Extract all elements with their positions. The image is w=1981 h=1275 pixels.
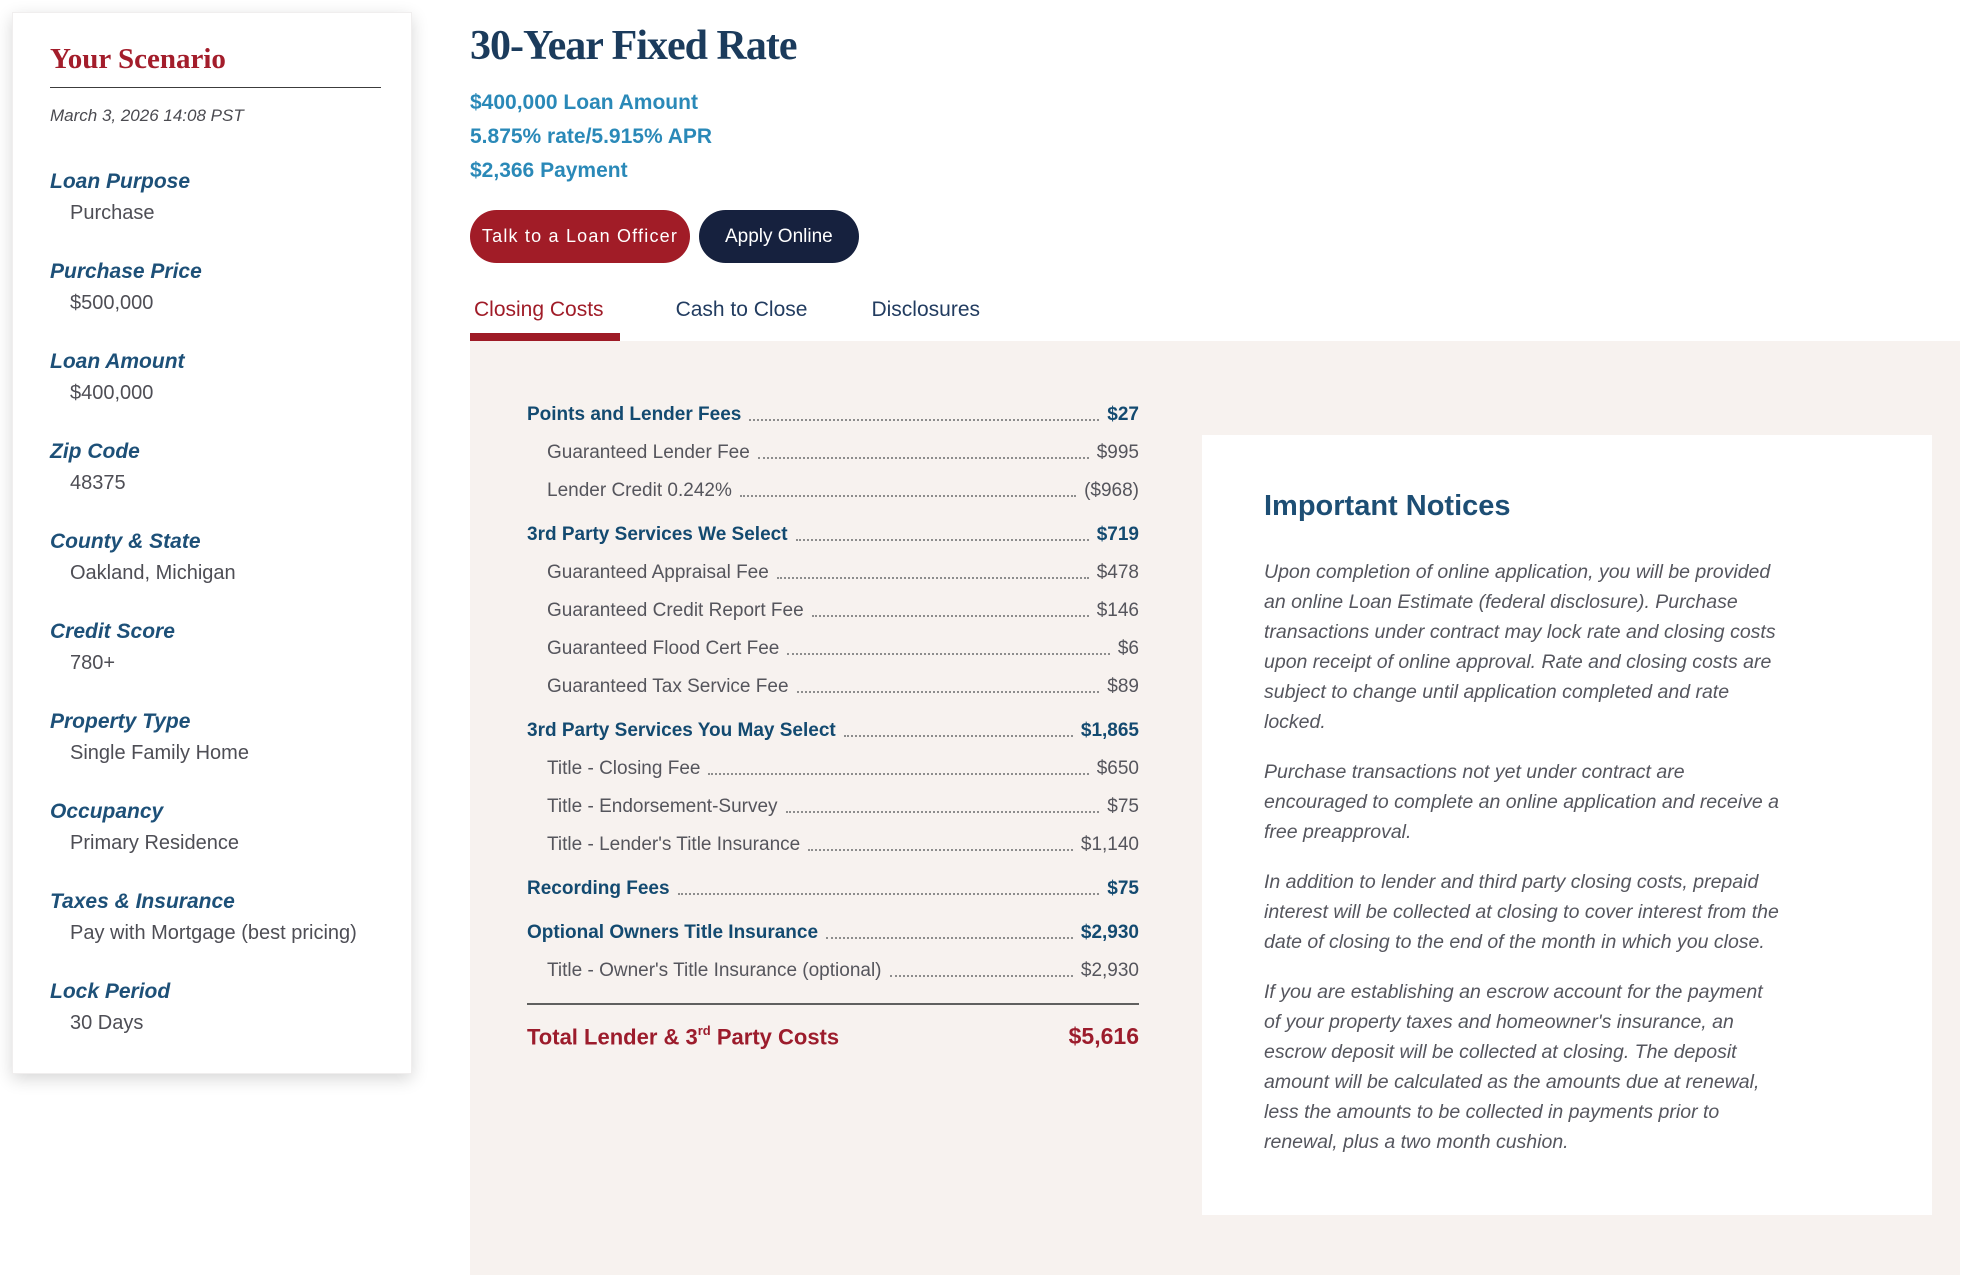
scenario-item-property-type: Property Type Single Family Home <box>50 706 381 769</box>
scenario-items: Loan Purpose Purchase Purchase Price $50… <box>50 166 381 1039</box>
scenario-item-value: 48375 <box>70 472 126 494</box>
tab-cash-to-close[interactable]: Cash to Close <box>675 298 808 321</box>
action-buttons: Talk to a Loan Officer Apply Online <box>470 210 1962 263</box>
notice-paragraph: In addition to lender and third party cl… <box>1264 871 1779 953</box>
cost-item-row: Guaranteed Flood Cert Fee $6 <box>547 638 1139 659</box>
rate-detail-main: 30-Year Fixed Rate $400,000 Loan Amount … <box>470 20 1962 1275</box>
scenario-item-label: Zip Code <box>50 440 140 463</box>
scenario-item-label: Property Type <box>50 710 191 733</box>
scenario-item-label: Lock Period <box>50 980 171 1003</box>
dotted-leader <box>739 495 1077 497</box>
scenario-item-purchase-price: Purchase Price $500,000 <box>50 256 381 319</box>
scenario-item-label: Loan Amount <box>50 350 185 373</box>
scenario-item-value: Primary Residence <box>70 832 239 854</box>
scenario-panel: Your Scenario March 3, 2026 14:08 PST Lo… <box>12 12 412 1074</box>
cost-item-row: Title - Owner's Title Insurance (optiona… <box>547 960 1139 981</box>
dotted-leader <box>757 457 1089 459</box>
scenario-item-label: County & State <box>50 530 201 553</box>
scenario-item-occupancy: Occupancy Primary Residence <box>50 796 381 859</box>
dotted-leader <box>795 539 1089 541</box>
scenario-item-label: Occupancy <box>50 800 164 823</box>
rate-apr-line: 5.875% rate/5.915% APR <box>470 125 713 148</box>
dotted-leader <box>808 849 1073 851</box>
detail-tabs: Closing Costs Cash to Close Disclosures <box>470 295 1962 341</box>
total-row: Total Lender & 3rd Party Costs $5,616 <box>527 1023 1139 1050</box>
scenario-item-value: Pay with Mortgage (best pricing) <box>70 922 357 944</box>
notice-paragraph: Upon completion of online application, y… <box>1264 561 1776 733</box>
scenario-item-loan-purpose: Loan Purpose Purchase <box>50 166 381 229</box>
scenario-title: Your Scenario <box>50 43 226 75</box>
scenario-item-label: Taxes & Insurance <box>50 890 235 913</box>
scenario-item-loan-amount: Loan Amount $400,000 <box>50 346 381 409</box>
scenario-item-credit-score: Credit Score 780+ <box>50 616 381 679</box>
cost-section-row: Optional Owners Title Insurance $2,930 <box>527 922 1139 943</box>
dotted-leader <box>787 653 1110 655</box>
quote-timestamp: March 3, 2026 14:08 PST <box>50 106 244 125</box>
dotted-leader <box>708 773 1089 775</box>
total-value: $5,616 <box>1068 1023 1139 1049</box>
scenario-item-lock-period: Lock Period 30 Days <box>50 976 381 1039</box>
closing-costs-table: Points and Lender Fees $27 Guaranteed Le… <box>527 403 1139 1050</box>
scenario-item-value: Oakland, Michigan <box>70 562 236 584</box>
cost-item-row: Guaranteed Tax Service Fee $89 <box>547 676 1139 697</box>
cost-group-optional-owners-title: Optional Owners Title Insurance $2,930 T… <box>527 921 1139 982</box>
cost-group-3rd-party-you-may-select: 3rd Party Services You May Select $1,865… <box>527 719 1139 856</box>
cost-item-row: Title - Endorsement-Survey $75 <box>547 796 1139 817</box>
payment-line: $2,366 Payment <box>470 159 628 182</box>
important-notices-card: Important Notices Upon completion of onl… <box>1202 435 1932 1215</box>
page-title: 30-Year Fixed Rate <box>470 23 797 69</box>
cost-group-3rd-party-we-select: 3rd Party Services We Select $719 Guaran… <box>527 523 1139 698</box>
dotted-leader <box>889 975 1073 977</box>
dotted-leader <box>749 419 1100 421</box>
notice-paragraph: Purchase transactions not yet under cont… <box>1264 761 1779 843</box>
total-divider <box>527 1003 1139 1005</box>
cost-group-points-lender-fees: Points and Lender Fees $27 Guaranteed Le… <box>527 403 1139 502</box>
dotted-leader <box>843 735 1073 737</box>
cost-section-row: Points and Lender Fees $27 <box>527 404 1139 425</box>
notice-paragraph: If you are establishing an escrow accoun… <box>1264 981 1763 1153</box>
apply-online-button[interactable]: Apply Online <box>699 210 859 263</box>
tab-disclosures[interactable]: Disclosures <box>871 298 980 321</box>
rate-summary: $400,000 Loan Amount 5.875% rate/5.915% … <box>470 86 1962 188</box>
cost-item-row: Title - Closing Fee $650 <box>547 758 1139 779</box>
scenario-item-county-state: County & State Oakland, Michigan <box>50 526 381 589</box>
cost-item-row: Title - Lender's Title Insurance $1,140 <box>547 834 1139 855</box>
cost-section-row: 3rd Party Services We Select $719 <box>527 524 1139 545</box>
cost-item-row: Lender Credit 0.242% ($968) <box>547 480 1139 501</box>
scenario-item-zip-code: Zip Code 48375 <box>50 436 381 499</box>
dotted-leader <box>776 577 1089 579</box>
dotted-leader <box>785 811 1100 813</box>
dotted-leader <box>677 893 1100 895</box>
dotted-leader <box>826 937 1073 939</box>
notices-title: Important Notices <box>1264 490 1511 522</box>
dotted-leader <box>811 615 1089 617</box>
scenario-item-value: $500,000 <box>70 292 154 314</box>
scenario-item-label: Credit Score <box>50 620 175 643</box>
scenario-item-label: Loan Purpose <box>50 170 191 193</box>
scenario-item-value: Purchase <box>70 202 155 224</box>
talk-to-loan-officer-button[interactable]: Talk to a Loan Officer <box>470 210 690 263</box>
cost-group-recording-fees: Recording Fees $75 <box>527 877 1139 900</box>
scenario-item-value: 30 Days <box>70 1012 144 1034</box>
closing-costs-panel: Points and Lender Fees $27 Guaranteed Le… <box>470 341 1960 1275</box>
scenario-item-label: Purchase Price <box>50 260 202 283</box>
cost-item-row: Guaranteed Appraisal Fee $478 <box>547 562 1139 583</box>
cost-item-row: Guaranteed Credit Report Fee $146 <box>547 600 1139 621</box>
scenario-item-value: Single Family Home <box>70 742 249 764</box>
scenario-item-taxes-insurance: Taxes & Insurance Pay with Mortgage (bes… <box>50 886 381 949</box>
total-label: Total Lender & 3rd Party Costs <box>527 1022 840 1049</box>
dotted-leader <box>796 691 1100 693</box>
cost-section-row: 3rd Party Services You May Select $1,865 <box>527 720 1139 741</box>
cost-item-row: Guaranteed Lender Fee $995 <box>547 442 1139 463</box>
scenario-divider <box>50 87 381 88</box>
tab-closing-costs[interactable]: Closing Costs <box>470 295 620 341</box>
scenario-item-value: 780+ <box>70 652 116 674</box>
loan-amount-line: $400,000 Loan Amount <box>470 91 698 114</box>
scenario-item-value: $400,000 <box>70 382 154 404</box>
cost-section-row: Recording Fees $75 <box>527 878 1139 899</box>
